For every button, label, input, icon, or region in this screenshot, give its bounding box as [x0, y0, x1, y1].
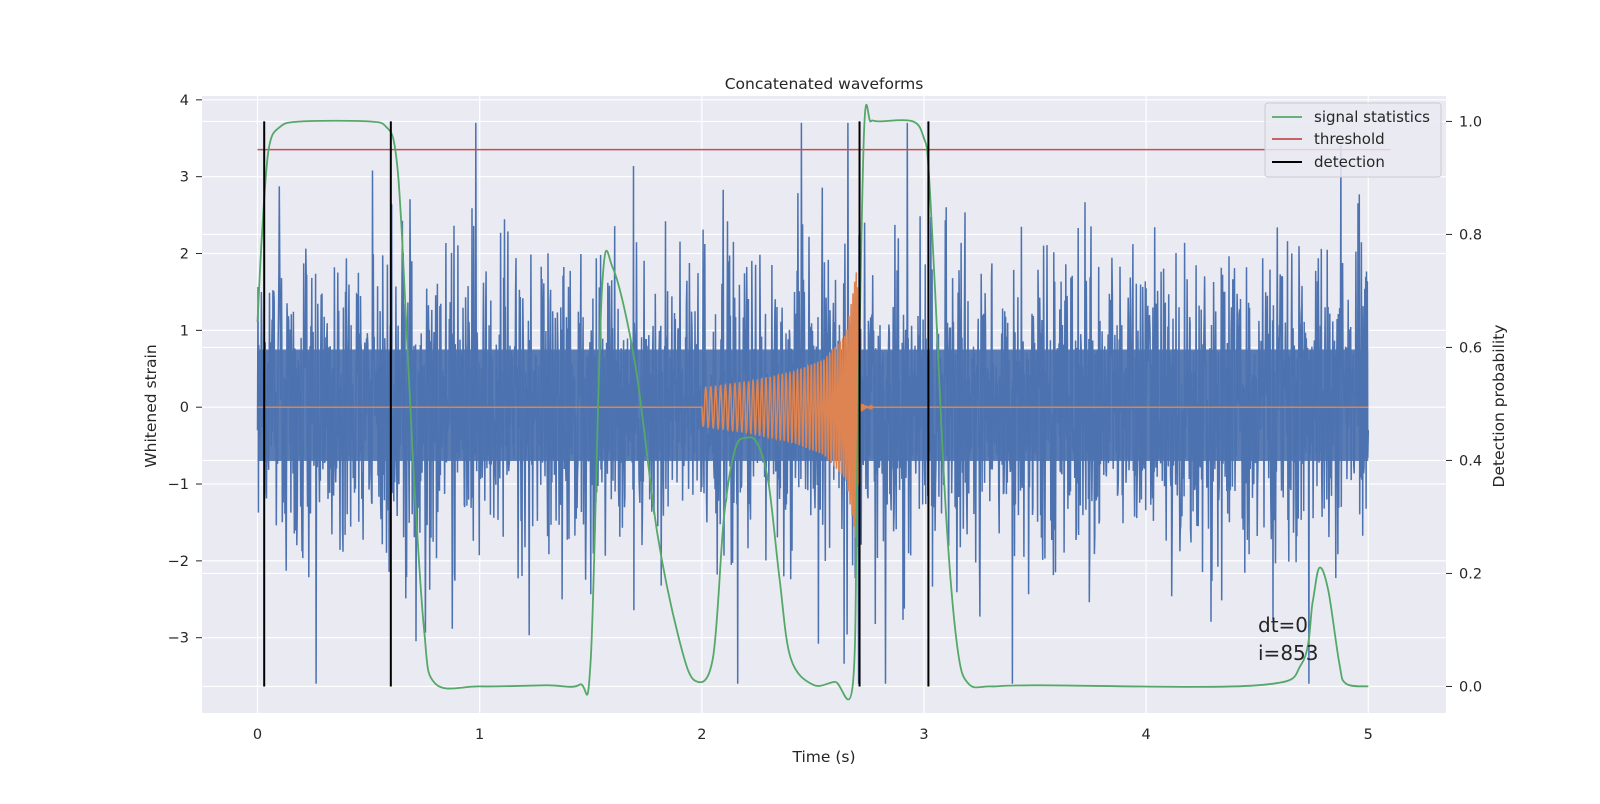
- y2-tick-label: 0.2: [1459, 566, 1482, 582]
- y2-axis-label: Detection probability: [1490, 325, 1508, 488]
- chart-title: Concatenated waveforms: [725, 75, 924, 93]
- y-tick-label: 3: [180, 170, 189, 186]
- axes: 0 1 2 3 4 5 −3 −2 −1 0 1 2 3 4 0.0 0.2 0.4 0.6 0.8 1.0: [168, 93, 1482, 743]
- y-tick-label: 1: [180, 323, 189, 339]
- x-tick-label: 0: [253, 727, 262, 743]
- x-tick-label: 5: [1364, 727, 1373, 743]
- y-tick-label: 2: [180, 247, 189, 263]
- x-tick-label: 2: [697, 727, 706, 743]
- y2-tick-label: 0.6: [1459, 340, 1482, 356]
- chirp-series-line: [257, 272, 1369, 548]
- signal-statistics-line: [256, 103, 1369, 701]
- x-axis-label: Time (s): [791, 748, 855, 766]
- y-tick-label: 0: [180, 400, 189, 416]
- legend-label-threshold: threshold: [1314, 130, 1385, 148]
- x-tick-label: 4: [1141, 727, 1150, 743]
- x-tick-label: 3: [919, 727, 928, 743]
- legend: signal statistics threshold detection: [1264, 102, 1442, 178]
- y2-tick-label: 0.4: [1459, 453, 1482, 469]
- legend-label-detection: detection: [1314, 153, 1385, 171]
- y-tick-label: −2: [168, 554, 189, 570]
- annotation-index: i=853: [1258, 641, 1319, 665]
- y2-tick-label: 1.0: [1459, 114, 1482, 130]
- y-tick-label: −1: [168, 477, 189, 493]
- y-axis-label: Whitened strain: [142, 344, 160, 467]
- x-tick-label: 1: [475, 727, 484, 743]
- y-tick-label: 4: [180, 93, 189, 109]
- y2-tick-label: 0.8: [1459, 227, 1482, 243]
- legend-box: [1264, 102, 1442, 178]
- y2-tick-label: 0.0: [1459, 679, 1482, 695]
- legend-label-signal-statistics: signal statistics: [1314, 108, 1430, 126]
- annotation-dt: dt=0: [1258, 613, 1308, 637]
- plot-area: [256, 103, 1391, 701]
- y-tick-label: −3: [168, 631, 189, 647]
